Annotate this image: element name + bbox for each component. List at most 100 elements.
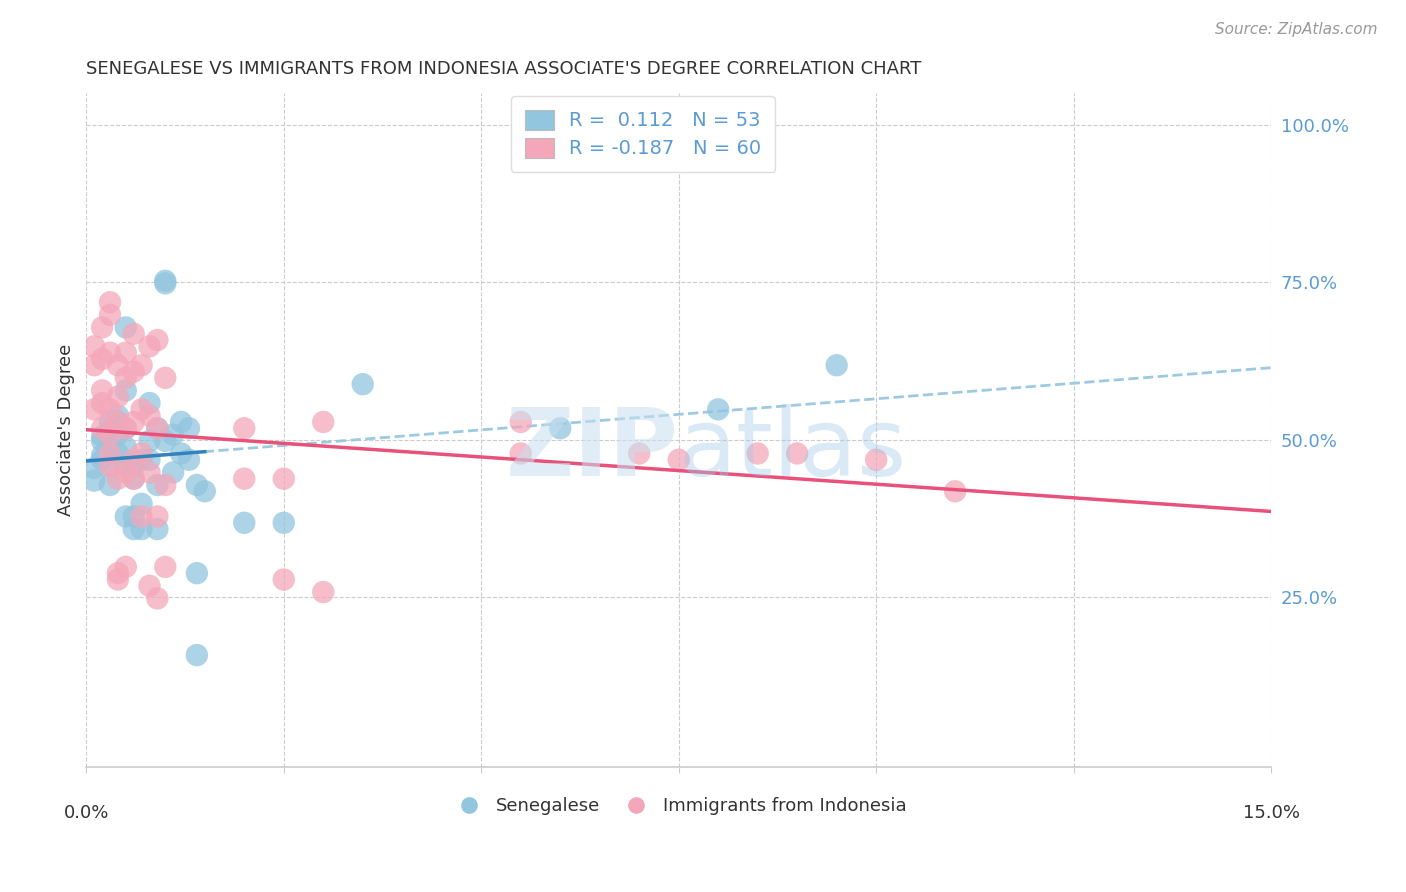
Point [114, 466, 136, 480]
Point [943, 484, 966, 499]
Point [138, 434, 160, 448]
Point [107, 358, 129, 372]
Point [98, 458, 121, 473]
Point [138, 452, 160, 467]
Point [548, 421, 571, 435]
Point [122, 415, 145, 429]
Point [155, 434, 177, 448]
Point [146, 421, 169, 435]
Point [170, 446, 193, 460]
Point [155, 277, 177, 291]
Point [107, 415, 129, 429]
Point [114, 320, 136, 334]
Point [668, 452, 690, 467]
Point [146, 421, 169, 435]
Point [114, 371, 136, 385]
Point [114, 345, 136, 359]
Point [131, 446, 153, 460]
Point [146, 522, 169, 536]
Point [98, 345, 121, 359]
Point [98, 427, 121, 442]
Point [509, 446, 531, 460]
Point [91, 320, 114, 334]
Point [273, 573, 295, 587]
Point [131, 402, 153, 417]
Point [122, 509, 145, 524]
Point [83, 474, 105, 488]
Point [186, 566, 208, 581]
Point [122, 365, 145, 379]
Point [122, 522, 145, 536]
Point [98, 458, 121, 473]
Point [91, 429, 114, 443]
Point [107, 573, 129, 587]
Point [122, 452, 145, 467]
Point [114, 384, 136, 398]
Point [107, 472, 129, 486]
Point [98, 446, 121, 460]
Point [114, 560, 136, 574]
Point [233, 472, 256, 486]
Point [273, 472, 295, 486]
Point [83, 339, 105, 353]
Point [122, 472, 145, 486]
Point [114, 421, 136, 435]
Point [122, 326, 145, 341]
Point [131, 509, 153, 524]
Point [131, 358, 153, 372]
Point [91, 421, 114, 435]
Point [98, 402, 121, 417]
Point [194, 484, 217, 499]
Point [83, 358, 105, 372]
Point [131, 522, 153, 536]
Point [177, 452, 200, 467]
Point [312, 585, 335, 599]
Point [98, 308, 121, 322]
Point [83, 402, 105, 417]
Point [186, 648, 208, 662]
Point [91, 452, 114, 467]
Point [98, 415, 121, 429]
Y-axis label: Associate's Degree: Associate's Degree [58, 344, 75, 516]
Legend: Senegalese, Immigrants from Indonesia: Senegalese, Immigrants from Indonesia [443, 789, 914, 822]
Point [107, 566, 129, 581]
Point [865, 452, 887, 467]
Point [107, 427, 129, 442]
Point [107, 415, 129, 429]
Point [146, 333, 169, 347]
Point [273, 516, 295, 530]
Point [825, 358, 848, 372]
Point [707, 402, 730, 417]
Point [155, 371, 177, 385]
Point [352, 377, 374, 392]
Point [786, 446, 808, 460]
Point [98, 295, 121, 310]
Point [107, 446, 129, 460]
Point [114, 440, 136, 454]
Point [177, 421, 200, 435]
Text: ZIP: ZIP [506, 404, 679, 496]
Point [138, 409, 160, 423]
Point [162, 427, 184, 442]
Point [98, 478, 121, 492]
Point [131, 497, 153, 511]
Point [131, 452, 153, 467]
Text: 15.0%: 15.0% [1243, 805, 1299, 822]
Point [233, 421, 256, 435]
Point [747, 446, 769, 460]
Text: atlas: atlas [679, 404, 907, 496]
Point [155, 478, 177, 492]
Point [170, 415, 193, 429]
Point [146, 509, 169, 524]
Point [138, 396, 160, 410]
Point [91, 384, 114, 398]
Point [91, 351, 114, 366]
Point [114, 509, 136, 524]
Point [98, 440, 121, 454]
Text: SENEGALESE VS IMMIGRANTS FROM INDONESIA ASSOCIATE'S DEGREE CORRELATION CHART: SENEGALESE VS IMMIGRANTS FROM INDONESIA … [86, 60, 922, 78]
Point [155, 560, 177, 574]
Point [628, 446, 651, 460]
Point [122, 472, 145, 486]
Point [114, 421, 136, 435]
Point [91, 448, 114, 462]
